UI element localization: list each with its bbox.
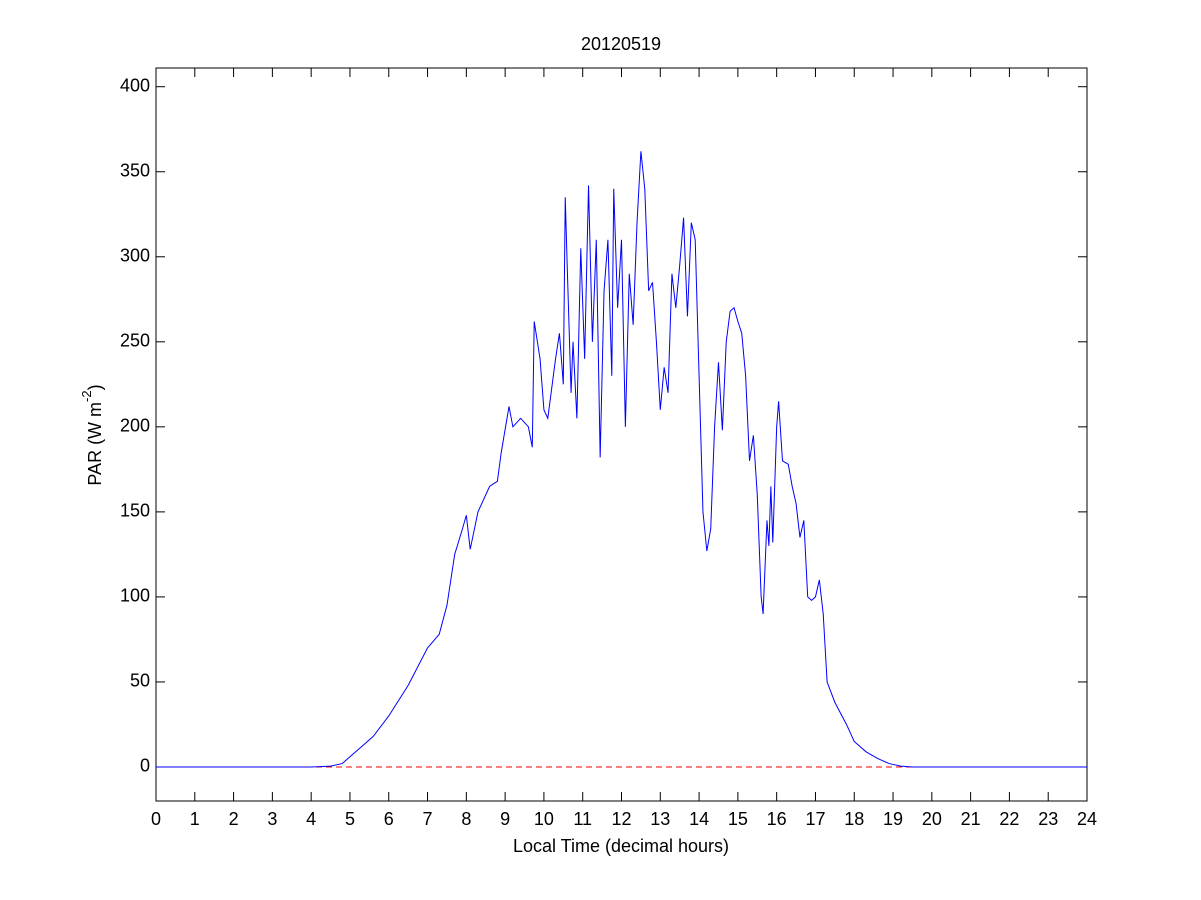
y-axis-label-exponent: -2 [79,390,94,402]
x-tick-label: 8 [461,809,471,829]
x-tick-label: 21 [961,809,981,829]
x-tick-label: 23 [1038,809,1058,829]
x-tick-label: 13 [650,809,670,829]
x-tick-label: 12 [611,809,631,829]
x-tick-label: 1 [190,809,200,829]
y-tick-label: 0 [140,756,150,776]
x-tick-label: 17 [805,809,825,829]
x-tick-label: 7 [423,809,433,829]
x-tick-label: 10 [534,809,554,829]
x-tick-label: 9 [500,809,510,829]
x-tick-label: 22 [999,809,1019,829]
data-line [156,151,1087,768]
x-tick-label: 19 [883,809,903,829]
y-axis-label-end: ) [85,384,105,390]
y-tick-label: 400 [120,75,150,95]
y-tick-label: 50 [130,671,150,691]
x-tick-label: 5 [345,809,355,829]
x-tick-label: 0 [151,809,161,829]
x-tick-label: 11 [573,809,592,829]
chart-title: 20120519 [581,34,661,54]
y-axis-label-main: PAR (W m [85,402,105,486]
x-tick-label: 18 [844,809,864,829]
x-tick-label: 4 [306,809,316,829]
x-tick-label: 24 [1077,809,1097,829]
y-tick-label: 350 [120,160,150,180]
y-tick-label: 200 [120,416,150,436]
x-axis-label: Local Time (decimal hours) [513,836,729,856]
x-tick-label: 2 [229,809,239,829]
x-tick-label: 6 [384,809,394,829]
x-tick-label: 20 [922,809,942,829]
y-tick-label: 100 [120,586,150,606]
y-axis-label: PAR (W m-2) [79,384,104,485]
x-tick-label: 15 [728,809,748,829]
y-tick-label: 250 [120,331,150,351]
x-tick-label: 16 [767,809,787,829]
x-tick-label: 3 [267,809,277,829]
y-tick-label: 150 [120,501,150,521]
plot-frame [155,67,1088,802]
x-tick-label: 14 [689,809,709,829]
y-tick-label: 300 [120,246,150,266]
